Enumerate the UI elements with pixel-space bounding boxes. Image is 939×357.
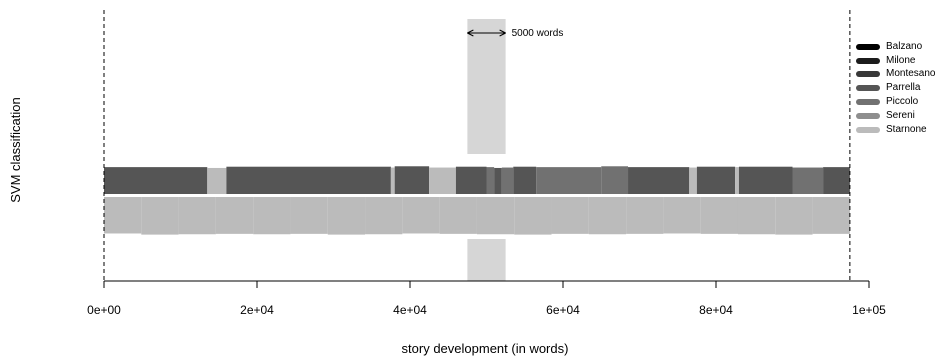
- legend-label: Piccolo: [886, 96, 919, 108]
- y-axis-label: SVM classification: [8, 97, 23, 202]
- window-arrow-heads: [467, 29, 506, 37]
- legend-label: Sereni: [886, 109, 915, 121]
- top-band-segment: [601, 166, 629, 194]
- bottom-band-segment: [439, 197, 477, 234]
- top-band-segment: [486, 167, 495, 194]
- bottom-band-segment: [253, 197, 291, 235]
- legend-label: Starnone: [886, 123, 927, 135]
- bottom-band-segment: [700, 197, 738, 234]
- bottom-band-segment: [588, 197, 627, 235]
- legend-item: Starnone: [856, 123, 935, 137]
- top-band-segment: [226, 166, 391, 194]
- top-band-segment: [501, 167, 514, 194]
- top-band-segment: [429, 167, 456, 194]
- legend-swatch: [856, 57, 880, 64]
- legend: Balzano Milone Montesano Parrella Piccolo Ser…: [856, 40, 935, 137]
- legend-swatch: [856, 43, 880, 50]
- legend-item: Milone: [856, 54, 935, 68]
- bottom-band-segment: [365, 197, 403, 235]
- x-axis: 0e+00 2e+04 4e+04 6e+04 8e+04 1e+05: [87, 280, 886, 317]
- bottom-band-segment: [551, 197, 589, 234]
- top-band-segment: [823, 167, 850, 194]
- legend-label: Montesano: [886, 68, 936, 80]
- legend-swatch: [856, 99, 880, 106]
- bottom-band-segment: [663, 197, 701, 234]
- top-band-segment: [390, 167, 395, 194]
- window-highlight-bottom: [467, 239, 506, 281]
- legend-item: Parrella: [856, 81, 935, 95]
- top-band-segment: [689, 167, 697, 194]
- bottom-band-segment: [812, 197, 850, 234]
- bottom-band-segment: [141, 197, 179, 235]
- legend-swatch: [856, 85, 880, 92]
- bottom-band-segment: [178, 197, 216, 235]
- top-band-segment: [207, 167, 227, 194]
- bottom-band-segment: [775, 197, 813, 235]
- plot-area: 5000 words: [103, 10, 851, 281]
- legend-item: Balzano: [856, 40, 935, 54]
- top-band-segment: [455, 166, 487, 194]
- bottom-band-segment: [626, 197, 664, 234]
- top-band-segment: [735, 167, 739, 194]
- bottom-band-segment: [476, 197, 515, 235]
- x-tick-label: 0e+00: [87, 303, 121, 317]
- bottom-band-segment: [402, 197, 440, 234]
- bottom-band-segment: [215, 197, 254, 234]
- legend-item: Piccolo: [856, 95, 935, 109]
- legend-swatch: [856, 71, 880, 78]
- top-band-segment: [792, 167, 824, 194]
- bottom-band-segment: [514, 197, 552, 235]
- bottom-band-segment: [737, 197, 776, 235]
- legend-item: Sereni: [856, 109, 935, 123]
- top-band-segment: [394, 166, 430, 194]
- legend-swatch: [856, 126, 880, 133]
- x-tick-label: 4e+04: [393, 303, 427, 317]
- top-band-segment: [513, 166, 537, 194]
- legend-item: Montesano: [856, 68, 935, 82]
- top-band-segment: [696, 166, 736, 194]
- top-band-segment: [104, 167, 208, 194]
- x-tick-label: 2e+04: [240, 303, 274, 317]
- bottom-band-segment: [104, 197, 142, 234]
- x-axis-label: story development (in words): [402, 341, 569, 356]
- window-highlight-top: [467, 19, 506, 154]
- top-band-segment: [628, 167, 690, 194]
- bottom-band-segment: [290, 197, 328, 234]
- legend-label: Balzano: [886, 40, 923, 52]
- legend-swatch: [856, 112, 880, 119]
- bottom-band-segment: [327, 197, 366, 235]
- legend-label: Milone: [886, 54, 916, 66]
- legend-label: Parrella: [886, 82, 921, 94]
- x-tick-label: 8e+04: [699, 303, 733, 317]
- window-label: 5000 words: [512, 28, 564, 39]
- top-band-segment: [738, 166, 793, 194]
- x-tick-label: 1e+05: [852, 303, 886, 317]
- top-band-segment: [536, 167, 602, 194]
- top-band-segment: [494, 167, 502, 194]
- x-tick-label: 6e+04: [546, 303, 580, 317]
